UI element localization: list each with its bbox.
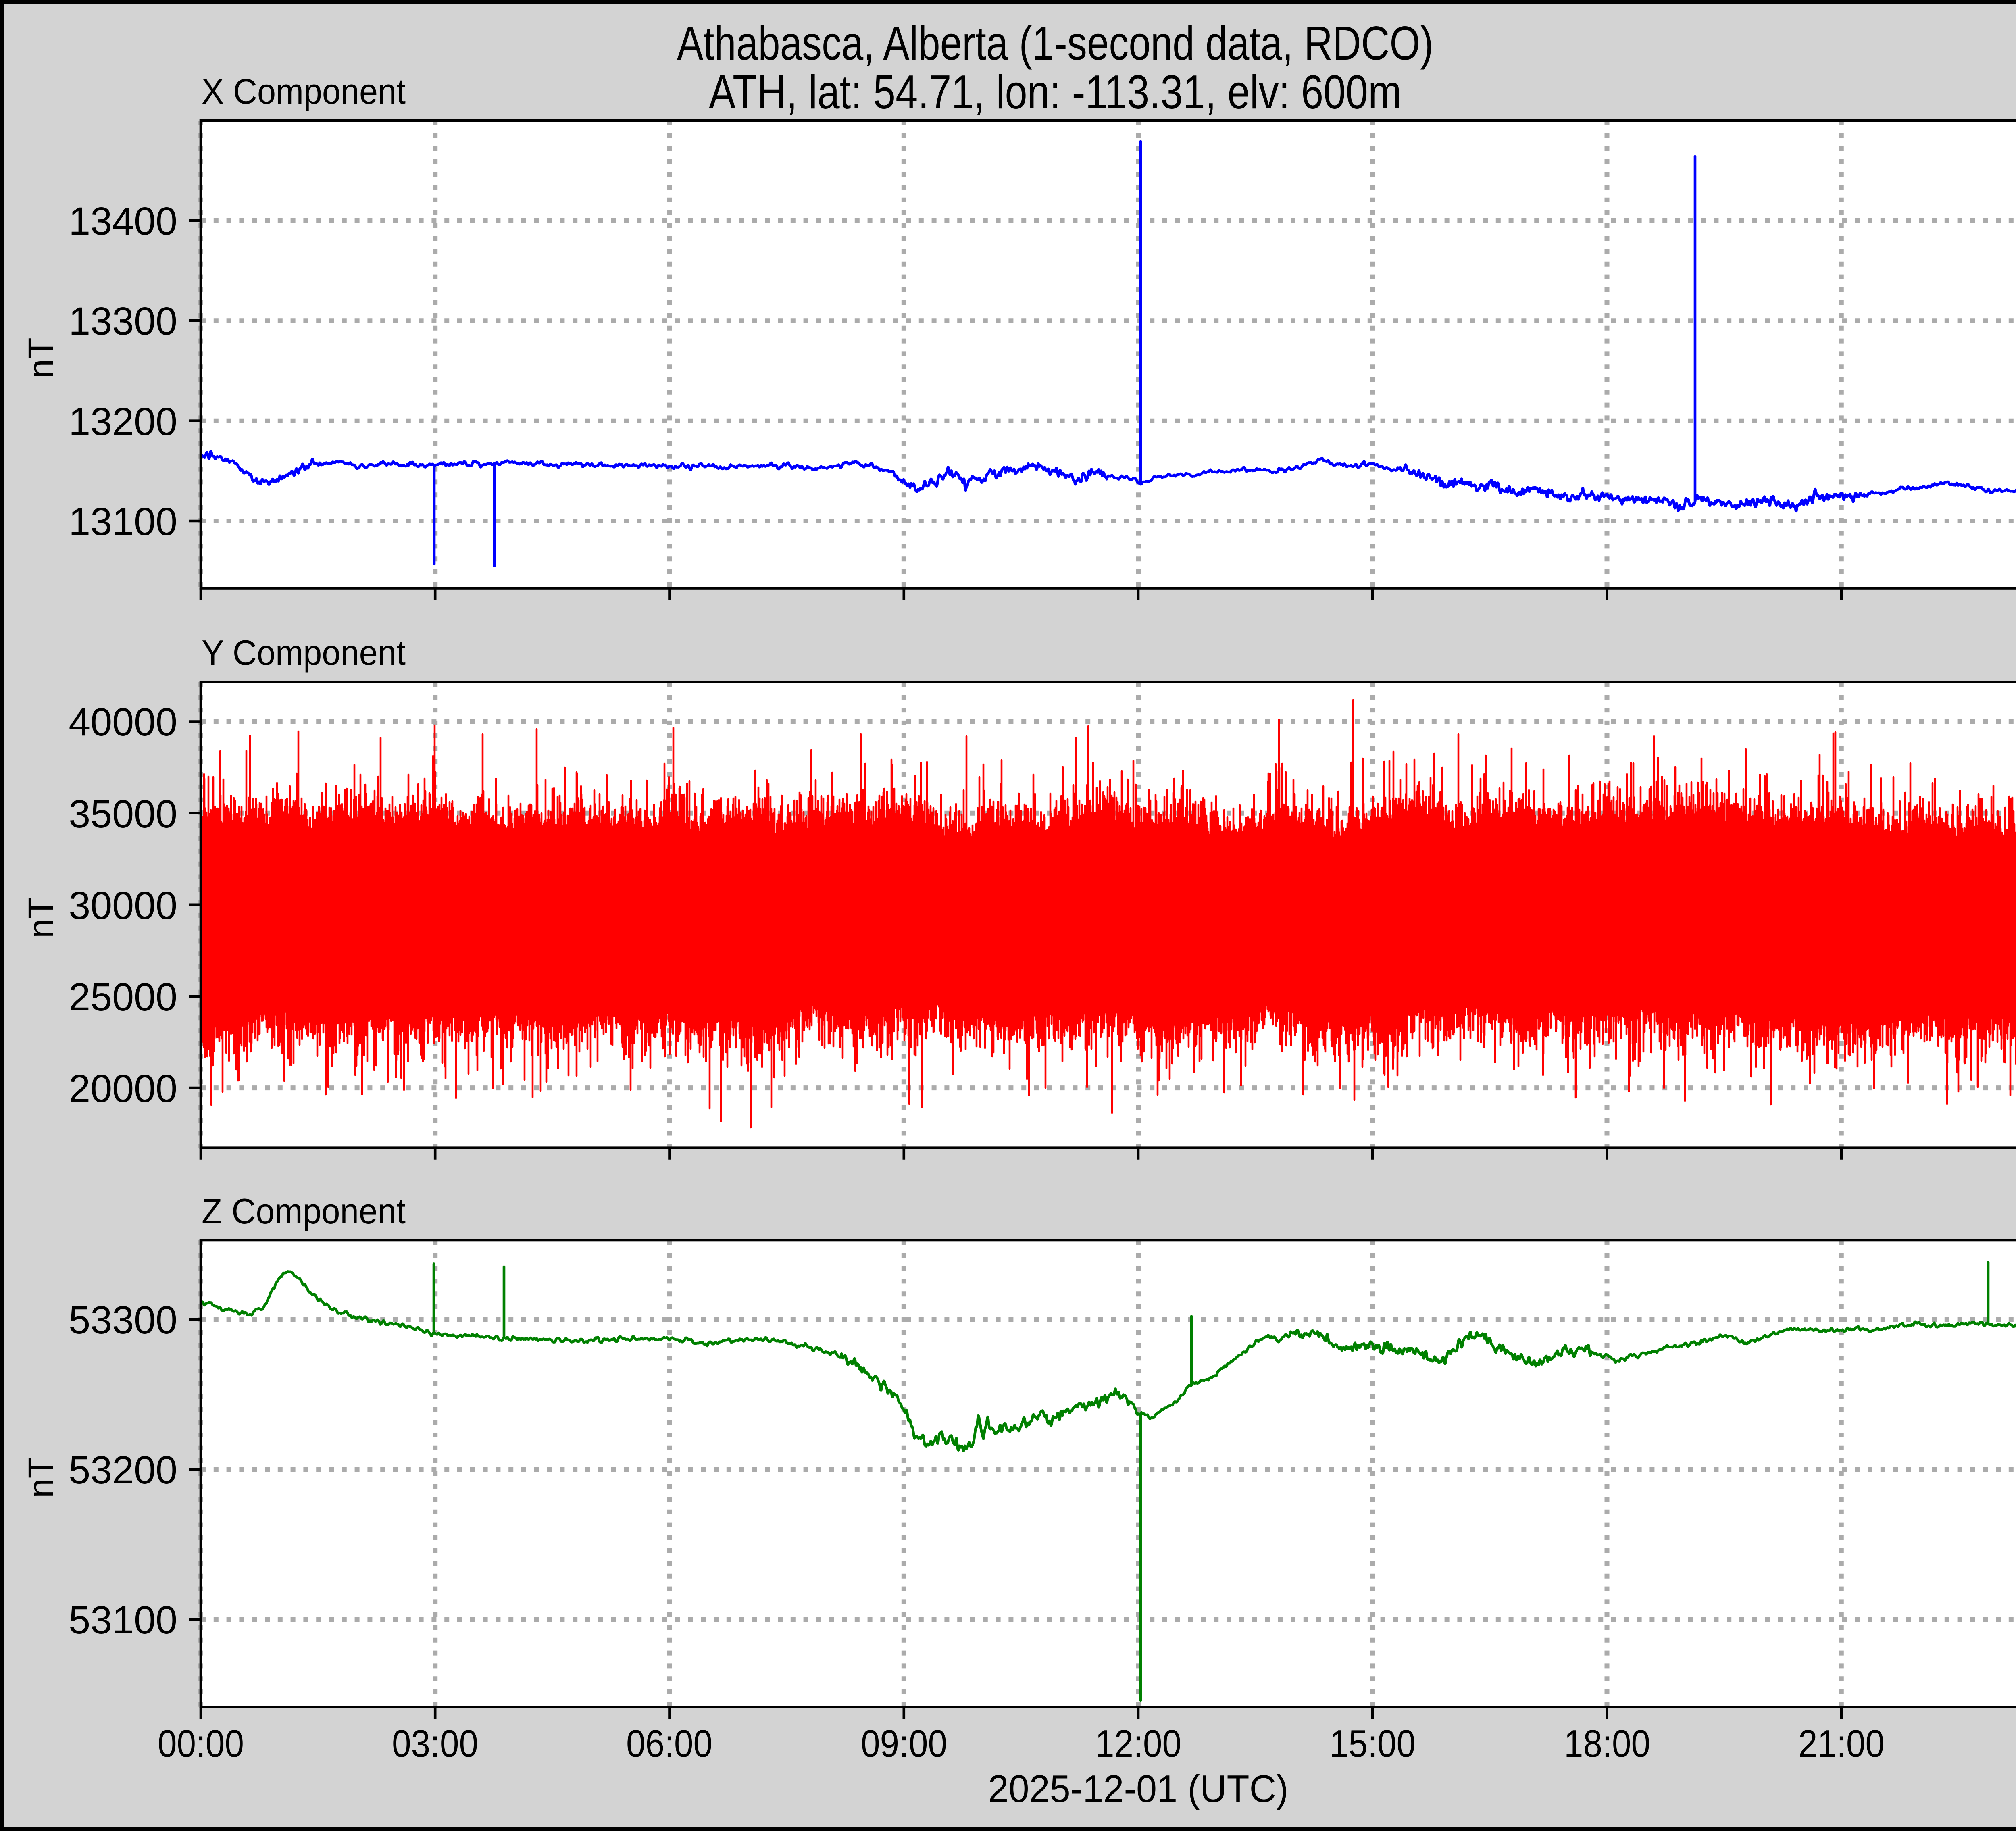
svg-text:03:00: 03:00 (392, 1722, 478, 1765)
svg-text:53100: 53100 (69, 1598, 177, 1642)
svg-text:Y Component: Y Component (202, 633, 406, 673)
svg-text:53200: 53200 (69, 1448, 177, 1492)
svg-text:20000: 20000 (69, 1067, 177, 1110)
svg-text:13300: 13300 (69, 299, 177, 343)
svg-text:X Component: X Component (202, 71, 406, 111)
svg-text:nT: nT (21, 337, 60, 379)
svg-text:18:00: 18:00 (1564, 1722, 1650, 1765)
svg-text:00:00: 00:00 (158, 1722, 244, 1765)
svg-text:nT: nT (21, 1457, 60, 1498)
svg-text:13400: 13400 (69, 199, 177, 243)
svg-text:12:00: 12:00 (1095, 1722, 1181, 1765)
svg-text:35000: 35000 (69, 792, 177, 836)
svg-text:09:00: 09:00 (861, 1722, 947, 1765)
svg-text:13100: 13100 (69, 500, 177, 544)
svg-text:40000: 40000 (69, 700, 177, 744)
svg-text:2025-12-01 (UTC): 2025-12-01 (UTC) (988, 1767, 1289, 1810)
svg-text:13200: 13200 (69, 400, 177, 444)
svg-text:nT: nT (21, 897, 60, 938)
svg-text:Athabasca, Alberta (1-second d: Athabasca, Alberta (1-second data, RDCO) (677, 17, 1433, 70)
svg-text:ATH, lat: 54.71, lon: -113.31,: ATH, lat: 54.71, lon: -113.31, elv: 600m (709, 65, 1402, 119)
svg-text:06:00: 06:00 (626, 1722, 712, 1765)
svg-text:53300: 53300 (69, 1298, 177, 1342)
svg-text:Z Component: Z Component (202, 1191, 406, 1231)
svg-text:30000: 30000 (69, 883, 177, 927)
svg-text:25000: 25000 (69, 975, 177, 1019)
svg-text:15:00: 15:00 (1329, 1722, 1416, 1765)
svg-text:21:00: 21:00 (1798, 1722, 1885, 1765)
